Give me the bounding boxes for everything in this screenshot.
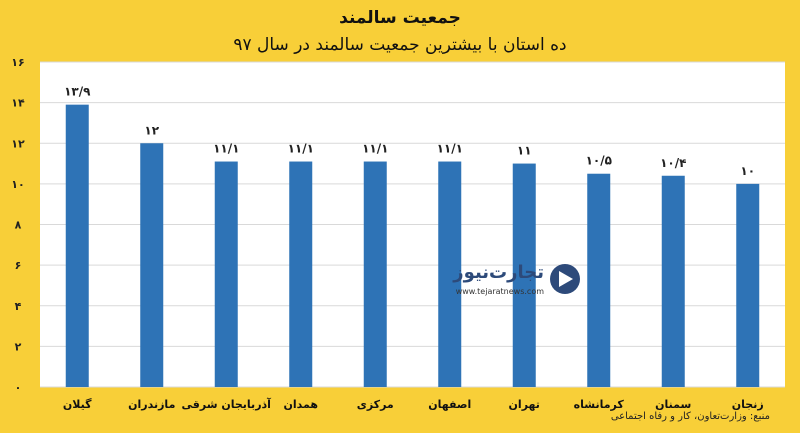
x-tick-label: همدان [283,398,318,411]
y-tick-label: ۰ [15,381,22,394]
bar [661,175,685,387]
y-axis-ticks: ۰ ۲ ۴ ۶ ۸ ۱۰ ۱۲ ۱۴ ۱۶ [11,56,25,394]
play-logo-icon [550,264,580,294]
bar [587,173,611,387]
x-tick-label: سمنان [655,398,691,411]
x-tick-label: تهران [509,398,540,411]
y-tick-label: ۴ [15,300,22,313]
category-labels: گیلان مازندران آذربایجان شرقی همدان مرکزی اصف… [63,397,764,411]
bar [512,163,536,387]
data-label: ۱۱/۱ [288,142,314,156]
y-tick-label: ۱۶ [11,56,24,69]
bar [289,161,313,387]
y-tick-label: ۸ [15,219,22,232]
y-tick-label: ۶ [15,259,22,272]
bar [140,143,164,387]
y-tick-label: ۲ [15,340,22,353]
source-note: منبع: وزارت‌تعاون، کار و رفاه اجتماعی [610,411,770,422]
data-label: ۱۱/۱ [213,142,239,156]
data-label: ۱۳/۹ [64,85,91,99]
bar [363,161,387,387]
bars [65,104,760,387]
y-tick-label: ۱۴ [11,97,25,110]
bar [438,161,462,387]
watermark: تجارت‌نیوز www.tejaratnews.com [432,262,580,302]
x-tick-label: مرکزی [357,398,394,411]
data-label: ۱۱/۱ [362,142,388,156]
bar [736,183,760,387]
data-label: ۱۰ [740,164,755,178]
x-tick-label: گیلان [63,398,92,411]
gridlines [40,61,785,388]
bar [214,161,238,387]
data-label: ۱۱/۱ [437,142,463,156]
chart-subtitle: ده استان با بیشترین جمعیت سالمند در سال … [233,35,567,55]
value-labels: ۱۳/۹ ۱۲ ۱۱/۱ ۱۱/۱ ۱۱/۱ ۱۱/۱ ۱۱ ۱۰/۵ ۱۰/۴ ۱۰ [64,85,755,178]
bar [65,104,89,387]
watermark-brand: تجارت‌نیوز [453,262,544,283]
x-tick-label: زنجان [732,398,764,411]
data-label: ۱۰/۴ [660,156,686,170]
y-tick-label: ۱۲ [11,137,25,150]
x-tick-label: آذربایجان شرقی [182,397,272,411]
data-label: ۱۰/۵ [586,154,612,168]
chart-title: جمعیت سالمند [339,8,461,28]
watermark-url: www.tejaratnews.com [455,287,544,296]
data-label: ۱۱ [517,144,532,158]
data-label: ۱۲ [144,123,159,137]
x-tick-label: مازندران [128,398,175,411]
y-tick-label: ۱۰ [11,178,24,191]
x-tick-label: اصفهان [428,398,471,411]
x-tick-label: کرمانشاه [574,398,625,411]
